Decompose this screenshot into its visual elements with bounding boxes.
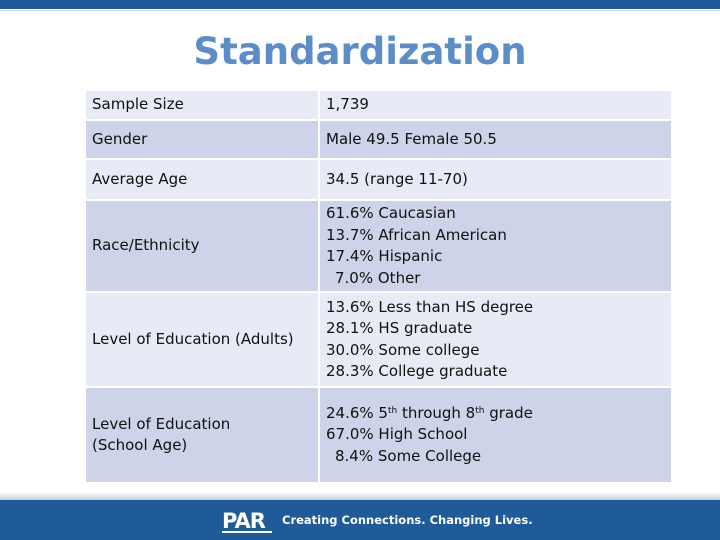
table-row: Gender Male 49.5 Female 50.5 — [84, 119, 673, 160]
row-label: Gender — [84, 119, 320, 160]
logo-underline — [222, 531, 272, 533]
value-line: 7.0% Other — [335, 268, 421, 287]
table-row: Sample Size 1,739 — [84, 89, 673, 121]
value-line: 13.6% Less than HS degree — [326, 297, 534, 316]
value-line: 24.6% 5th through 8th grade — [326, 403, 665, 425]
value-line: 8.4% Some College — [335, 446, 482, 465]
table-row: Average Age 34.5 (range 11-70) — [84, 158, 673, 201]
footer-shadow — [0, 492, 720, 500]
table-row: Level of Education (Adults) 13.6% Less t… — [84, 291, 673, 388]
standardization-table: Sample Size 1,739 Gender Male 49.5 Femal… — [84, 89, 673, 484]
row-value: 34.5 (range 11-70) — [318, 158, 673, 201]
value-text: through 8 — [397, 403, 476, 422]
footer-bar — [0, 500, 720, 540]
value-line: 17.4% Hispanic — [326, 247, 443, 265]
ordinal-suffix: th — [475, 405, 485, 416]
value-line: 28.3% College graduate — [326, 362, 508, 380]
row-value: 61.6% Caucasian 13.7% African American 1… — [318, 199, 673, 293]
value-line: 1,739 — [326, 95, 369, 114]
row-label: Level of Education (School Age) — [84, 386, 320, 484]
value-line: 28.1% HS graduate — [326, 319, 473, 337]
slide-title: Standardization — [193, 30, 527, 73]
row-label: Level of Education (Adults) — [84, 291, 320, 388]
top-accent-bar — [0, 0, 720, 9]
row-value: 1,739 — [318, 89, 673, 121]
value-line: 30.0% Some college — [326, 340, 480, 359]
row-value: 24.6% 5th through 8th grade 67.0% High S… — [318, 386, 673, 484]
value-line: 13.7% African American — [326, 225, 507, 244]
row-label: Race/Ethnicity — [84, 199, 320, 293]
value-line: 67.0% High School — [326, 425, 468, 444]
label-line: (School Age) — [92, 436, 188, 454]
value-text: 24.6% 5 — [326, 403, 388, 422]
table-row: Race/Ethnicity 61.6% Caucasian 13.7% Afr… — [84, 199, 673, 293]
footer-tagline: Creating Connections. Changing Lives. — [282, 513, 533, 527]
table-row: Level of Education (School Age) 24.6% 5t… — [84, 386, 673, 484]
top-divider — [0, 10, 720, 11]
row-value: Male 49.5 Female 50.5 — [318, 119, 673, 160]
par-logo: PAR — [222, 509, 266, 533]
row-label: Average Age — [84, 158, 320, 201]
value-line: 61.6% Caucasian — [326, 204, 456, 222]
row-value: 13.6% Less than HS degree 28.1% HS gradu… — [318, 291, 673, 388]
ordinal-suffix: th — [387, 405, 398, 416]
value-line: Male 49.5 Female 50.5 — [326, 129, 497, 148]
row-label: Sample Size — [84, 89, 320, 121]
value-text: grade — [484, 403, 533, 422]
value-line: 34.5 (range 11-70) — [326, 169, 468, 188]
label-line: Level of Education — [92, 414, 231, 433]
